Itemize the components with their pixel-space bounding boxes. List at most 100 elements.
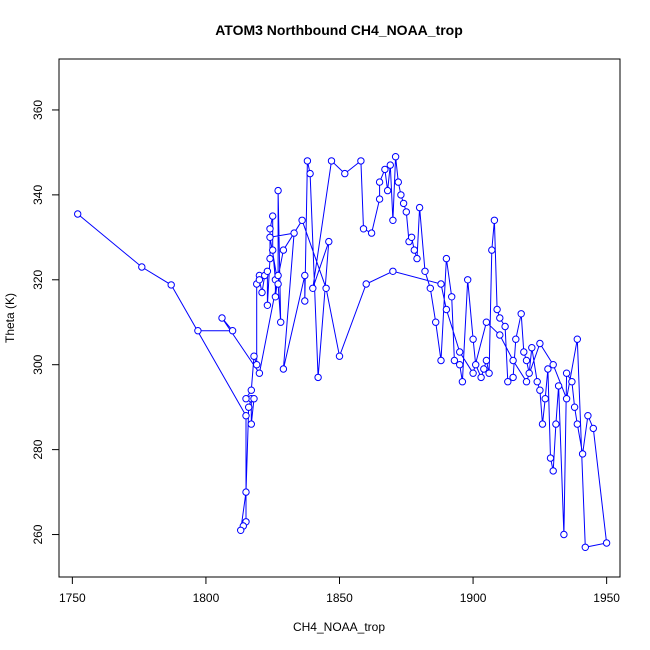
data-point — [581, 543, 589, 551]
data-point — [522, 356, 531, 365]
x-axis-label: CH4_NOAA_trop — [293, 620, 385, 634]
data-point — [512, 335, 520, 343]
data-point — [263, 301, 272, 309]
data-point — [549, 467, 557, 475]
data-point — [469, 369, 477, 377]
data-point — [541, 395, 549, 403]
data-point — [456, 348, 464, 356]
data-point — [437, 356, 445, 365]
chart-title: ATOM3 Northbound CH4_NOAA_trop — [215, 22, 463, 38]
data-point — [517, 310, 525, 318]
data-point — [391, 153, 400, 161]
data-point — [573, 420, 581, 428]
data-point — [242, 412, 250, 420]
y-tick-label: 360 — [31, 100, 45, 120]
data-point — [271, 293, 280, 301]
data-point — [253, 361, 261, 369]
data-point — [522, 378, 531, 386]
y-tick-label: 260 — [31, 524, 45, 544]
y-tick-label: 340 — [31, 185, 45, 205]
x-tick-label: 1900 — [460, 591, 487, 605]
data-point — [381, 165, 389, 174]
data-point — [482, 356, 491, 365]
data-point — [242, 395, 250, 403]
x-tick-label: 1850 — [326, 591, 353, 605]
data-point — [266, 254, 274, 263]
x-axis: 1750 1800 1850 1900 1950 — [59, 576, 620, 605]
data-point — [301, 297, 309, 305]
data-point — [538, 420, 547, 428]
x-tick-label: 1950 — [593, 591, 620, 605]
data-point — [573, 335, 581, 343]
data-point — [399, 199, 408, 208]
data-point — [477, 373, 485, 382]
data-point — [450, 356, 459, 365]
data-point — [394, 178, 402, 186]
data-point — [322, 284, 330, 292]
data-point — [274, 280, 282, 288]
data-point — [415, 203, 424, 212]
data-point — [309, 284, 317, 292]
data-point — [413, 254, 421, 263]
data-point — [589, 424, 597, 433]
data-point — [442, 305, 451, 314]
data-point — [437, 280, 445, 288]
data-point — [218, 314, 226, 322]
data-point — [194, 327, 202, 335]
data-point — [245, 403, 253, 411]
data-point — [490, 216, 499, 225]
data-point — [464, 276, 472, 284]
data-point — [138, 263, 146, 271]
data-point — [407, 233, 416, 242]
data-point — [402, 208, 410, 216]
data-point — [485, 369, 493, 377]
data-point — [509, 373, 517, 382]
data-point — [432, 318, 440, 326]
data-point — [367, 229, 376, 237]
data-point — [562, 369, 571, 377]
data-point — [410, 246, 418, 254]
data-point — [383, 186, 392, 195]
data-point — [250, 395, 258, 403]
data-point — [301, 271, 309, 280]
data-point — [568, 378, 576, 386]
data-point — [397, 191, 405, 199]
data-point — [458, 378, 467, 386]
data-point — [279, 365, 288, 373]
data-point — [341, 169, 349, 178]
data-point — [570, 403, 579, 411]
data-point — [389, 216, 397, 225]
data-point — [525, 369, 533, 377]
data-point — [325, 237, 333, 246]
data-point — [314, 373, 322, 382]
data-point — [501, 322, 509, 331]
data-point — [277, 318, 285, 326]
data-point — [375, 178, 384, 186]
data-point — [247, 420, 256, 428]
data-point — [536, 339, 544, 348]
data-point — [255, 276, 264, 284]
data-point — [493, 305, 501, 314]
data-point — [442, 254, 451, 263]
data-point — [389, 267, 397, 275]
data-point — [228, 327, 237, 335]
data-point — [546, 454, 555, 462]
series-points — [74, 153, 611, 551]
data-point — [528, 344, 536, 352]
data-point — [247, 386, 256, 394]
data-point — [578, 450, 587, 458]
data-point — [562, 395, 571, 403]
data-point — [362, 280, 370, 288]
data-point — [274, 186, 282, 195]
data-point — [303, 157, 312, 165]
data-point — [266, 225, 274, 233]
data-point — [536, 386, 544, 394]
data-point — [255, 369, 264, 377]
data-point — [263, 267, 272, 275]
data-point — [258, 288, 266, 297]
data-point — [504, 378, 512, 386]
data-point — [167, 281, 175, 289]
data-point — [509, 356, 517, 365]
data-point — [602, 539, 611, 547]
data-point — [533, 378, 541, 386]
